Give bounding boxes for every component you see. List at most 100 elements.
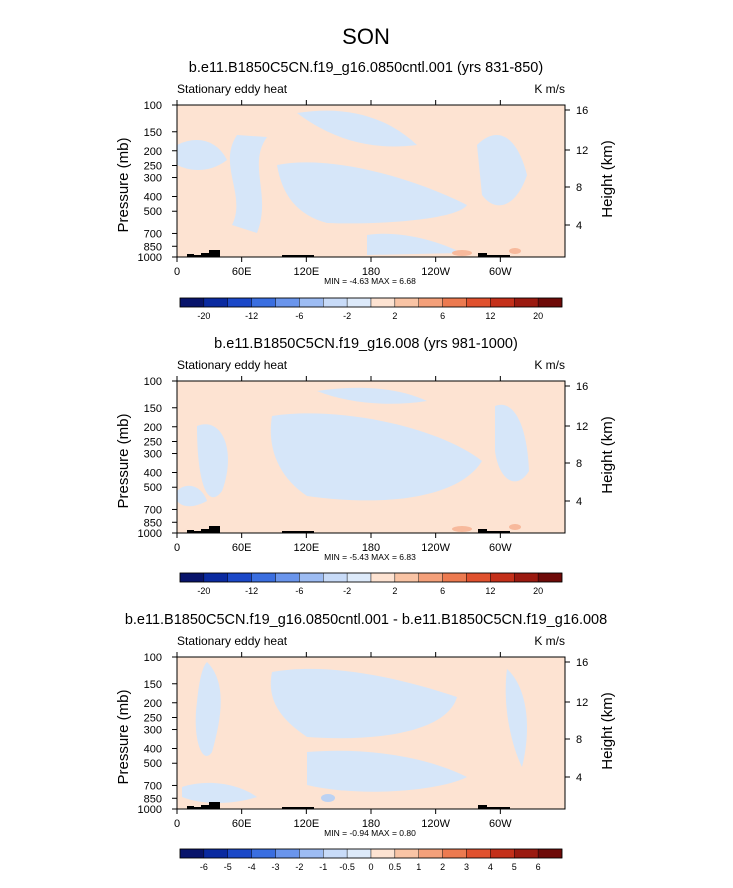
field-strong-positive [509, 524, 521, 530]
y-tick-label: 100 [144, 652, 162, 664]
x-tick-label: 60W [489, 266, 512, 278]
x-tick-label: 120E [293, 266, 319, 278]
y2-tick-label: 16 [576, 381, 588, 393]
colorbar-box [537, 848, 563, 859]
colorbar-label: -12 [245, 311, 258, 321]
y-tick-label: 250 [144, 436, 162, 448]
y-tick-label: 700 [144, 780, 162, 792]
colorbar-box [275, 848, 300, 859]
field-negative-region [477, 135, 527, 206]
y-tick-label: 850 [144, 793, 162, 805]
y-tick-label: 300 [144, 725, 162, 737]
colorbar-label: 6 [536, 862, 541, 872]
colorbar-label: 0.5 [389, 862, 402, 872]
panel-title: b.e11.B1850C5CN.f19_g16.0850cntl.001 (yr… [189, 60, 543, 76]
colorbar-box [466, 572, 491, 583]
y-tick-label: 250 [144, 160, 162, 172]
colorbar-label: -2 [343, 586, 351, 596]
colorbar-box [394, 848, 419, 859]
topography [478, 253, 487, 257]
y2-tick-label: 8 [576, 182, 582, 194]
topography [282, 807, 314, 809]
min-max-stats: MIN = -0.94 MAX = 0.80 [324, 828, 416, 838]
y2-tick-label: 4 [576, 220, 582, 232]
colorbar-box [370, 297, 396, 308]
y-tick-label: 100 [144, 376, 162, 388]
colorbar-box [394, 297, 419, 308]
x-tick-label: 120W [421, 542, 450, 554]
colorbar-box [442, 297, 467, 308]
colorbar-box [442, 848, 467, 859]
colorbar-box [466, 848, 491, 859]
colorbar-frame [179, 297, 563, 308]
left-string: Stationary eddy heat [177, 82, 288, 96]
y-tick-label: 200 [144, 422, 162, 434]
y2-axis-label: Height (km) [599, 416, 616, 494]
colorbar-box [323, 297, 348, 308]
colorbar-box [514, 848, 539, 859]
field-negative-region [505, 669, 527, 767]
x-tick-label: 60E [232, 266, 252, 278]
x-tick-label: 60W [489, 542, 512, 554]
colorbar-box [370, 572, 396, 583]
colorbar-box [251, 297, 276, 308]
colorbar-label: -4 [248, 862, 256, 872]
field-negative-region [367, 233, 462, 255]
colorbar-label: 4 [488, 862, 493, 872]
units-string: K m/s [534, 358, 565, 372]
y-tick-label: 1000 [138, 528, 162, 540]
colorbar-box [346, 848, 372, 859]
colorbar-box [227, 848, 252, 859]
units-string: K m/s [534, 634, 565, 648]
y-tick-label: 300 [144, 449, 162, 461]
field-negative-region [229, 135, 267, 233]
x-tick-label: 120W [421, 266, 450, 278]
colorbar-box [323, 848, 348, 859]
x-tick-label: 0 [174, 542, 180, 554]
colorbar-label: 2 [440, 862, 445, 872]
colorbar-box [227, 297, 252, 308]
field-negative-region [182, 782, 257, 803]
y2-tick-label: 8 [576, 458, 582, 470]
units-string: K m/s [534, 82, 565, 96]
topography [487, 807, 510, 809]
colorbar-box [418, 297, 443, 308]
field-negative-region [277, 162, 467, 224]
colorbar-label: -6 [295, 311, 303, 321]
y-tick-label: 500 [144, 758, 162, 770]
y-tick-label: 1000 [138, 252, 162, 264]
colorbar-box [442, 572, 467, 583]
colorbar-box [490, 848, 515, 859]
colorbar-label: -20 [197, 311, 210, 321]
y-tick-label: 200 [144, 146, 162, 158]
colorbar-box [418, 572, 443, 583]
colorbar-box [346, 297, 372, 308]
field-negative-region [495, 404, 529, 482]
colorbar-label: 6 [440, 311, 445, 321]
topography [187, 802, 220, 809]
left-string: Stationary eddy heat [177, 358, 288, 372]
y2-tick-label: 16 [576, 105, 588, 117]
colorbar-label: 5 [512, 862, 517, 872]
y-tick-label: 500 [144, 482, 162, 494]
topography [282, 531, 314, 533]
x-tick-label: 180 [362, 542, 380, 554]
y2-tick-label: 4 [576, 496, 582, 508]
y-tick-label: 300 [144, 173, 162, 185]
colorbar-label: 20 [533, 586, 543, 596]
x-tick-label: 180 [362, 266, 380, 278]
x-tick-label: 60E [232, 818, 252, 830]
colorbar-box [537, 572, 563, 583]
field-strong-negative [321, 794, 335, 802]
y2-tick-label: 12 [576, 697, 588, 709]
colorbar-box [490, 297, 515, 308]
colorbar-label: -6 [200, 862, 208, 872]
field-negative-region [307, 750, 467, 792]
colorbar-box [370, 848, 396, 859]
colorbar-box [179, 297, 205, 308]
colorbar-box [299, 572, 324, 583]
colorbar-box [299, 848, 324, 859]
x-tick-label: 120W [421, 818, 450, 830]
panel-3: b.e11.B1850C5CN.f19_g16.0850cntl.001 - b… [115, 612, 616, 872]
